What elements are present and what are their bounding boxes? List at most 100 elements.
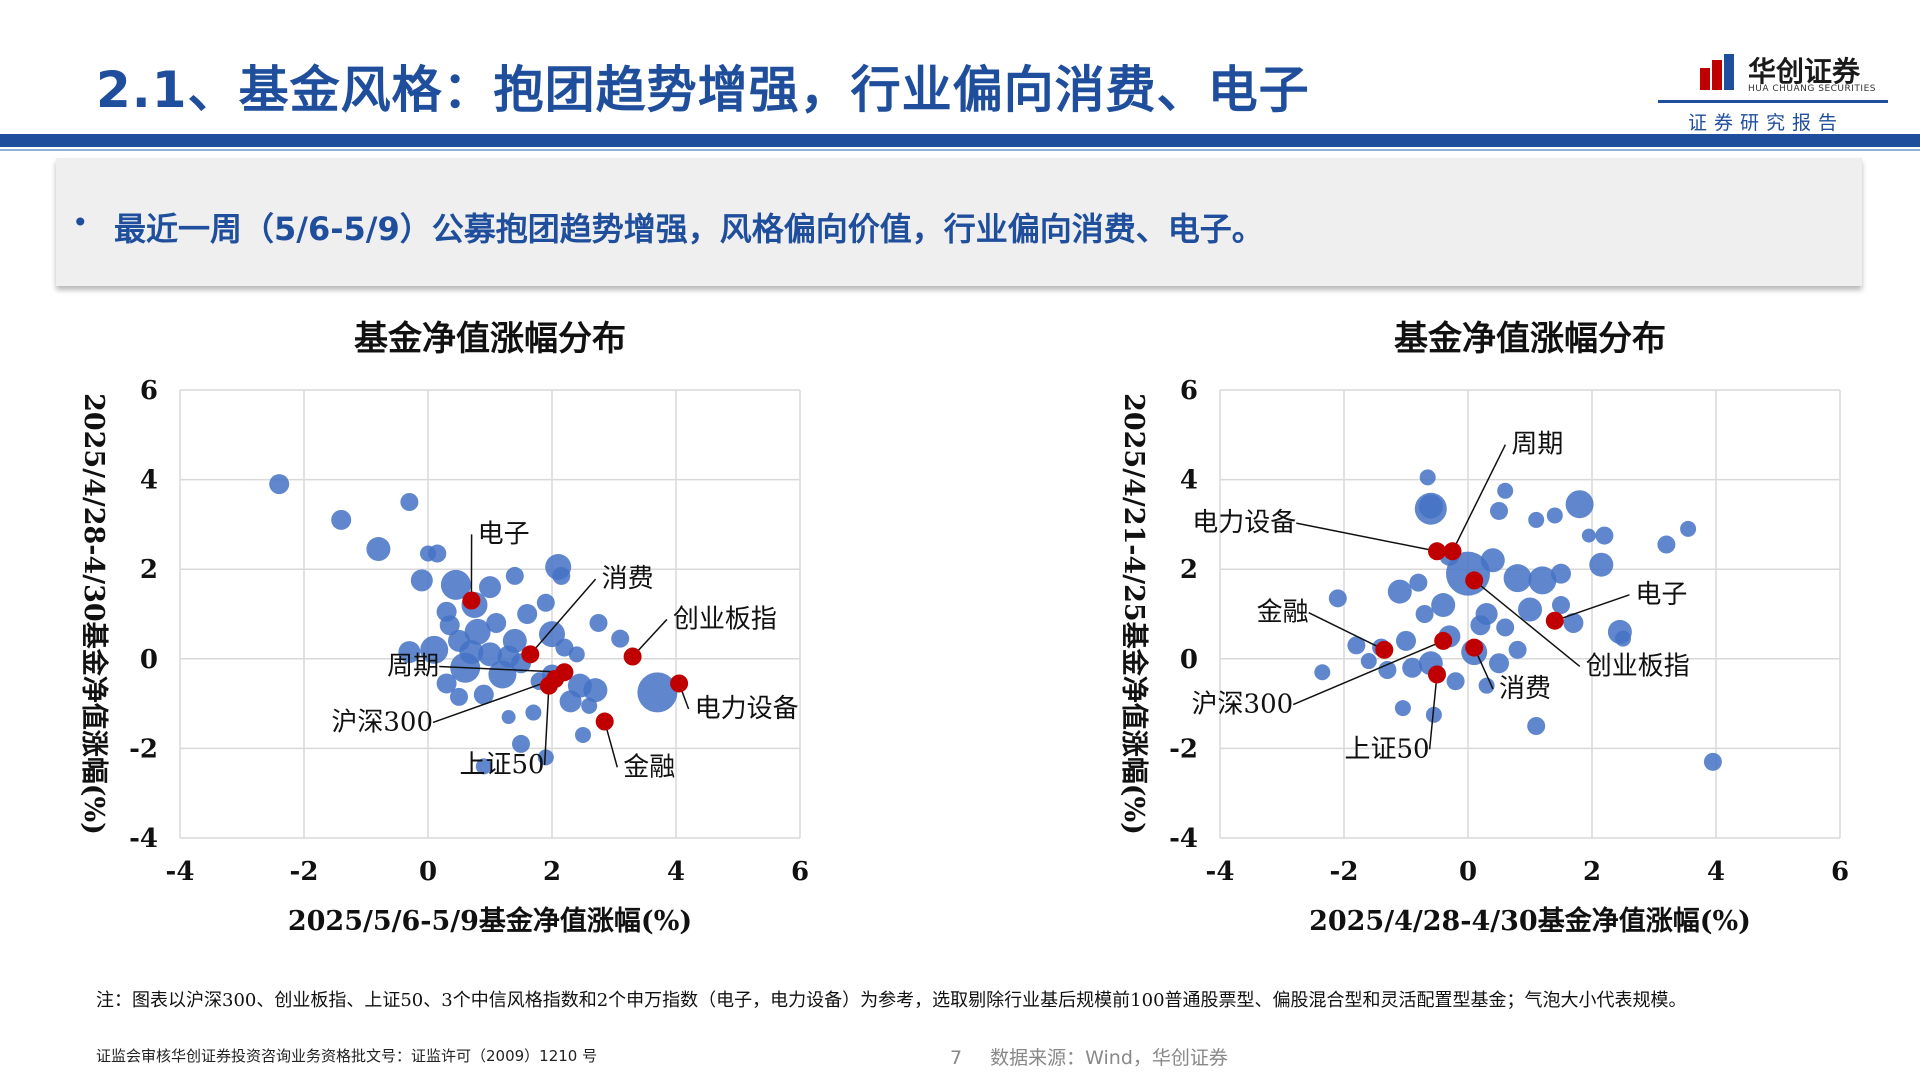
leader-line	[1473, 579, 1581, 668]
footnote: 注：图表以沪深300、创业板指、上证50、3个中信风格指数和2个申万指数（电子，…	[96, 990, 1687, 1011]
page-title: 2.1、基金风格：抱团趋势增强，行业偏向消费、电子	[96, 61, 1310, 119]
leader-line	[439, 665, 565, 673]
fund-bubble	[537, 749, 554, 766]
index-point	[1375, 640, 1394, 659]
logo-name: 华创证券	[1748, 55, 1861, 88]
scatter-svg: 基金净值涨幅分布 -4 -2 0 2 4 6 -4 -2 0 2 4 6 2025/5/6-5/9基金净值…	[78, 319, 809, 937]
fund-bubble	[420, 635, 449, 664]
x-tick-label: 2	[543, 857, 561, 887]
index-point	[1428, 542, 1446, 561]
footer: 7 数据来源：Wind，华创证券	[950, 1043, 1250, 1070]
fund-bubble	[1528, 511, 1545, 528]
fund-bubble	[400, 493, 419, 511]
index-label: 电力设备	[695, 694, 799, 724]
leader-line	[1554, 594, 1630, 622]
y-tick-label: 6	[1180, 376, 1198, 406]
index-point	[1434, 631, 1453, 650]
index-label: 沪深300	[331, 707, 433, 737]
logo-underline	[1658, 100, 1888, 103]
fund-bubble	[505, 566, 524, 585]
fund-bubble	[1508, 640, 1527, 659]
fund-bubble	[555, 638, 574, 657]
fund-bubble	[512, 734, 530, 753]
summary-box: • 最近一周（5/6-5/9）公募抱团趋势增强，风格偏向价值，行业偏向消费、电子…	[56, 158, 1862, 286]
fund-bubble	[1446, 672, 1465, 691]
fund-bubble	[459, 640, 484, 665]
fund-bubble	[539, 621, 565, 648]
fund-bubble	[1615, 630, 1631, 647]
leader-line	[432, 678, 556, 724]
chart-title: 基金净值涨幅分布	[354, 319, 626, 359]
fund-bubble	[1470, 615, 1491, 636]
bullet-icon: •	[72, 206, 89, 239]
index-label: 上证50	[460, 750, 545, 780]
index-label: 电力设备	[1192, 508, 1296, 538]
fund-bubble	[440, 569, 471, 600]
index-label: 沪深300	[1192, 690, 1294, 720]
fund-bubble	[486, 612, 507, 633]
fund-bubble	[1581, 528, 1596, 543]
logo-mark-icon	[1700, 54, 1734, 90]
fund-bubble	[583, 678, 608, 703]
fund-bubble	[436, 673, 457, 694]
fund-bubble	[1496, 618, 1515, 637]
index-point	[623, 647, 642, 666]
index-label: 电子	[478, 519, 530, 549]
fund-bubble	[1396, 630, 1416, 651]
fund-bubble	[1314, 664, 1331, 681]
index-point	[1443, 542, 1462, 561]
leader-line	[1428, 674, 1438, 750]
x-tick-label: -2	[1330, 857, 1359, 887]
fund-bubble	[1490, 501, 1508, 520]
header-bar-thin	[0, 149, 1920, 151]
index-label: 创业板指	[673, 604, 777, 634]
y-tick-label: -4	[1169, 824, 1198, 854]
leader-line	[529, 578, 597, 655]
leader-line	[1308, 612, 1385, 651]
x-tick-label: 0	[1459, 857, 1477, 887]
x-tick-label: -4	[166, 857, 195, 887]
y-tick-label: 2	[1180, 555, 1198, 585]
fund-bubble	[1552, 596, 1570, 615]
fund-bubble	[475, 758, 492, 775]
chart-right: 基金净值涨幅分布 -4 -2 0 2 4 6 -4 -2 0 2 4 6 2025/4/28-4/30基金…	[1080, 310, 1920, 950]
y-axis-label: 2025/4/28-4/30基金净值涨幅(%)	[78, 393, 110, 835]
data-source: 数据来源：Wind，华创证券	[990, 1047, 1228, 1069]
fund-bubble	[450, 687, 468, 706]
fund-bubble	[1328, 589, 1347, 608]
fund-bubble	[536, 593, 555, 612]
report-type-tag: 证券研究报告	[1688, 112, 1845, 134]
fund-bubble	[1360, 653, 1377, 670]
fund-bubble	[1425, 706, 1442, 723]
fund-bubble	[581, 697, 598, 714]
index-point	[595, 712, 614, 731]
fund-bubble	[1657, 535, 1676, 554]
fund-bubble	[331, 509, 352, 530]
fund-bubble	[637, 672, 678, 713]
y-tick-label: 0	[1180, 645, 1198, 675]
y-tick-label: -2	[1169, 734, 1198, 764]
fund-bubble	[517, 604, 538, 624]
y-tick-label: 0	[140, 645, 158, 675]
fund-bubble	[1497, 482, 1514, 499]
fund-bubble	[1589, 552, 1614, 577]
fund-bubble	[552, 566, 571, 585]
index-point	[1428, 665, 1446, 684]
fund-bubble	[478, 642, 502, 667]
index-label: 上证50	[1345, 734, 1430, 764]
fund-bubble	[575, 726, 591, 743]
page-number: 7	[950, 1047, 963, 1069]
fund-bubble	[1409, 573, 1428, 592]
x-axis-label: 2025/4/28-4/30基金净值涨幅(%)	[1309, 905, 1751, 937]
fund-bubble	[1528, 566, 1557, 595]
fund-bubble	[1703, 752, 1722, 771]
x-tick-label: 6	[1831, 857, 1849, 887]
fund-bubble	[501, 710, 516, 725]
fund-bubble	[1347, 636, 1366, 655]
index-point	[1465, 571, 1484, 590]
index-point	[521, 645, 540, 664]
leader-line	[1296, 522, 1438, 553]
fund-bubble	[1414, 492, 1447, 525]
y-tick-label: 6	[140, 376, 158, 406]
fund-bubble	[1480, 548, 1505, 573]
